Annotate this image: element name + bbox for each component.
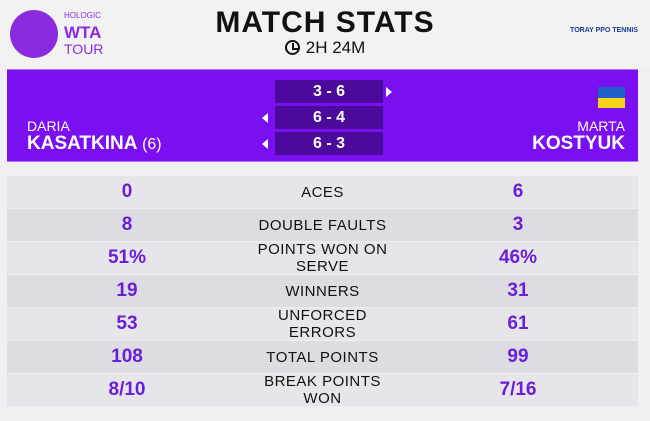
match-duration: 2H 24M <box>0 38 650 58</box>
left-stat-value: 0 <box>121 181 133 202</box>
left-stat-value: 8/10 <box>108 379 146 400</box>
right-stat-value: 6 <box>512 181 524 202</box>
left-player-seed: (6) <box>142 136 162 153</box>
left-player-first-name: DARIA <box>27 118 70 134</box>
left-player-last-name: KASATKINA (6) <box>27 133 162 155</box>
stats-table: 0 ACES 6 8 DOUBLE FAULTS 3 51% POINTS WON ON SE… <box>7 176 638 407</box>
stat-label: WINNERS <box>285 282 360 300</box>
set-2-score: 6 - 4 <box>275 106 383 129</box>
right-stat-value: 46% <box>498 247 538 268</box>
right-player-last-name: KOSTYUK <box>532 133 625 154</box>
stat-row: 8 DOUBLE FAULTS 3 <box>7 209 638 242</box>
left-stat-value: 51% <box>107 247 147 268</box>
ukraine-flag-icon <box>598 87 625 108</box>
right-player-first-name: MARTA <box>577 118 625 134</box>
left-stat-value: 19 <box>116 280 138 301</box>
logo-text-wta: WTA <box>64 23 102 42</box>
stat-row: 51% POINTS WON ON SERVE 46% <box>7 241 638 275</box>
wta-logo: HOLOGIC WTA TOUR <box>10 4 110 64</box>
right-stat-value: 61 <box>507 313 529 334</box>
stat-row: 8/10 BREAK POINTS WON 7/16 <box>7 373 638 407</box>
left-stat-value: 8 <box>121 214 133 235</box>
left-stat-value: 108 <box>111 346 143 367</box>
set-winner-right-arrow-icon <box>386 87 392 97</box>
right-stat-value: 7/16 <box>499 379 537 400</box>
set-winner-left-arrow-icon <box>262 139 268 149</box>
set-winner-left-arrow-icon <box>262 113 268 123</box>
logo-text-tour: TOUR <box>64 41 104 57</box>
set-3-score: 6 - 3 <box>275 132 383 155</box>
clock-icon <box>284 40 300 55</box>
page-title: MATCH STATS <box>215 6 435 39</box>
header: HOLOGIC WTA TOUR MATCH STATS 2H 24M TORA… <box>0 0 650 68</box>
stat-label: UNFORCED ERRORS <box>278 307 367 341</box>
left-stat-value: 53 <box>116 313 138 334</box>
right-stat-value: 3 <box>512 214 524 235</box>
stat-label: DOUBLE FAULTS <box>258 216 387 234</box>
set-1-score: 3 - 6 <box>275 80 383 103</box>
sponsor-logo: TORAY PPO TENNIS <box>570 27 638 34</box>
right-stat-value: 99 <box>507 346 529 367</box>
scoreboard: DARIA KASATKINA (6) MARTA KOSTYUK 3 - 6 … <box>7 69 638 162</box>
stat-label: POINTS WON ON SERVE <box>257 241 388 275</box>
stat-label: BREAK POINTS WON <box>264 373 381 407</box>
right-stat-value: 31 <box>507 280 529 301</box>
left-player-surname: KASATKINA <box>27 133 137 154</box>
logo-text-hologic: HOLOGIC <box>64 11 101 20</box>
duration-value: 2H 24M <box>305 38 366 57</box>
stat-label: ACES <box>301 183 344 201</box>
stat-row: 0 ACES 6 <box>7 176 638 209</box>
stat-row: 19 WINNERS 31 <box>7 275 638 308</box>
stat-label: TOTAL POINTS <box>266 348 379 366</box>
stat-row: 53 UNFORCED ERRORS 61 <box>7 307 638 341</box>
stat-row: 108 TOTAL POINTS 99 <box>7 341 638 374</box>
wta-player-icon <box>10 10 58 58</box>
